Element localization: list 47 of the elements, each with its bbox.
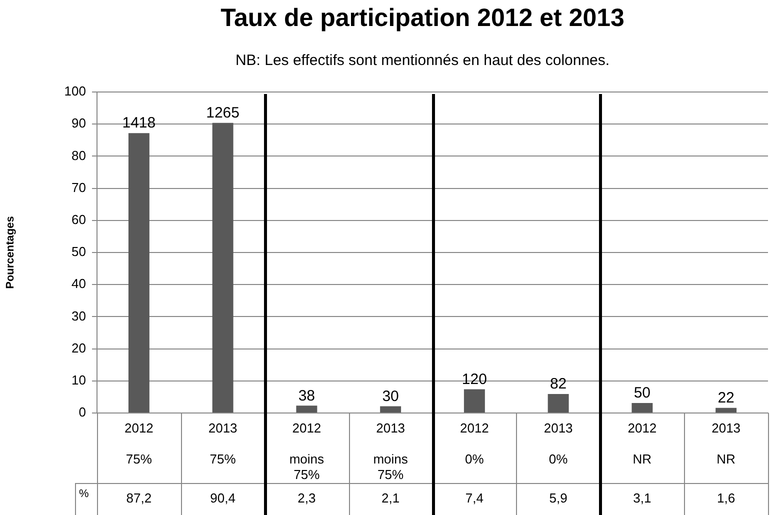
y-tick-label: 60 [72, 212, 86, 227]
bar [380, 406, 402, 412]
text: % [79, 488, 89, 500]
bar [632, 403, 653, 412]
category-label: 2012 75% [124, 420, 154, 467]
annotation: 1265 [206, 104, 240, 122]
category-label: 2013 75% [208, 420, 238, 467]
y-tick-label: 30 [72, 308, 86, 324]
category-label: 2013 moins 75% [373, 420, 408, 482]
annotation: 30 [382, 388, 399, 405]
bar [548, 394, 569, 412]
annotation: 22 [718, 390, 734, 407]
data-label: 1,6 [717, 490, 736, 506]
y-tick-label: 70 [72, 180, 86, 195]
data-label: 2,1 [382, 490, 400, 506]
annotation: 82 [550, 376, 567, 393]
category-label: 2012 NR [628, 420, 657, 467]
chart-subtitle: NB: Les effectifs sont mentionnés en haut des colonnes. [234, 52, 611, 69]
chart-title: Taux de participation 2012 et 2013 [220, 4, 626, 33]
data-label: 90,4 [210, 490, 236, 506]
category-label: 2013 0% [544, 420, 573, 467]
y-tick-label: 0 [78, 404, 86, 420]
y-tick-label: 80 [72, 148, 86, 163]
category-label: 2012 0% [460, 420, 489, 467]
annotation: 50 [634, 384, 651, 402]
data-label: 7,4 [465, 490, 484, 506]
data-label: 5,9 [549, 490, 568, 506]
y-axis-title: Pourcentages [4, 216, 17, 289]
annotation: 38 [298, 387, 316, 404]
y-tick-label: 20 [72, 340, 86, 356]
bar [296, 406, 318, 412]
data-label: 2,3 [298, 490, 316, 506]
bar [464, 389, 485, 412]
annotation: 1418 [122, 114, 156, 132]
y-tick-label: 90 [72, 116, 86, 131]
annotation: 120 [462, 370, 487, 388]
y-tick-label: 50 [72, 244, 86, 260]
y-tick-label: 10 [72, 372, 86, 388]
category-label: 2012 moins 75% [289, 420, 324, 482]
data-label: 3,1 [633, 490, 652, 506]
y-tick-label: 100 [64, 84, 86, 99]
category-label: 2013 NR [712, 420, 741, 467]
bar [212, 122, 234, 412]
bar [716, 408, 737, 412]
data-label: 87,2 [126, 490, 152, 506]
y-tick-label: 40 [72, 276, 86, 292]
bar [128, 133, 150, 412]
